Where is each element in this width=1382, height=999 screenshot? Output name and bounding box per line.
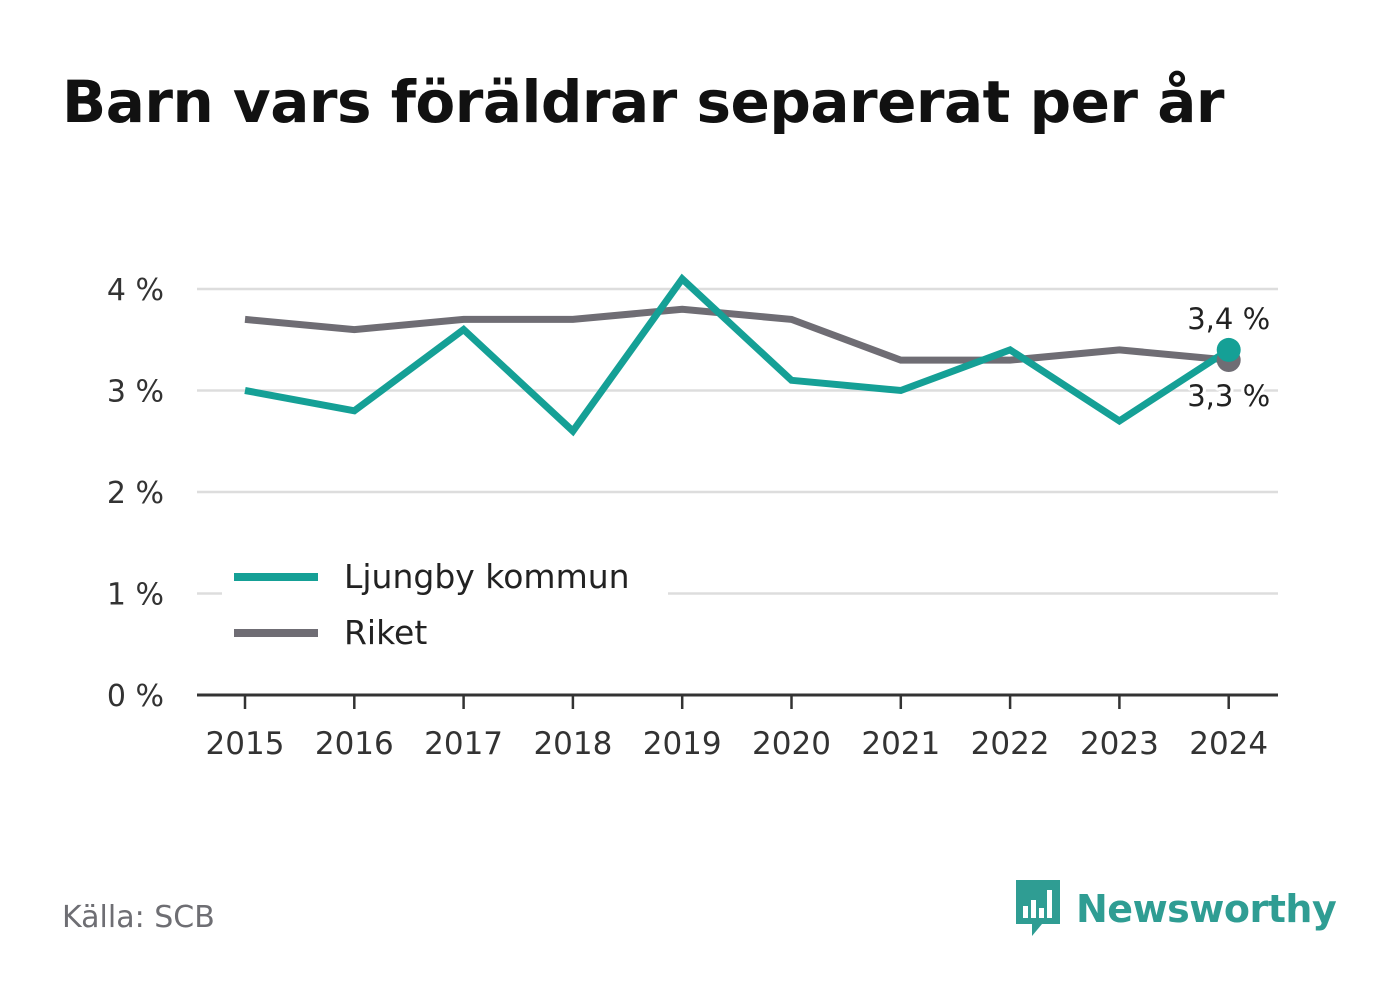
legend-background xyxy=(222,548,668,660)
y-tick-label: 1 % xyxy=(107,578,164,613)
source-text: Källa: SCB xyxy=(62,900,215,935)
x-tick-label: 2021 xyxy=(861,726,940,762)
x-axis: 2015 2016 2017 2018 2019 2020 2021 2022 2023 2024 xyxy=(197,693,1278,762)
series-lines xyxy=(244,273,1241,437)
x-tick-label: 2016 xyxy=(315,726,394,762)
legend: Ljungby kommun Riket xyxy=(222,548,668,660)
x-tick-label: 2022 xyxy=(971,726,1050,762)
end-point-marker xyxy=(1216,337,1241,362)
chart-title: Barn vars föräldrar separerat per år xyxy=(62,68,1224,136)
legend-label: Riket xyxy=(344,613,427,652)
x-tick-label: 2018 xyxy=(533,726,612,762)
x-tick-label: 2024 xyxy=(1189,726,1268,762)
y-tick-label: 0 % xyxy=(107,679,164,714)
x-tick-label: 2019 xyxy=(643,726,722,762)
newsworthy-logo-icon xyxy=(1016,880,1060,936)
y-tick-label: 4 % xyxy=(107,273,164,308)
series-line xyxy=(244,305,1230,364)
x-tick-label: 2015 xyxy=(206,726,285,762)
x-tick-label: 2020 xyxy=(752,726,831,762)
brand-name: Newsworthy xyxy=(1076,887,1337,931)
y-tick-label: 2 % xyxy=(107,476,164,511)
series-line xyxy=(244,273,1231,437)
data-label: 3,4 % xyxy=(1187,302,1270,336)
brand-logo[interactable]: Newsworthy xyxy=(1012,878,1337,940)
x-tick-label: 2023 xyxy=(1080,726,1159,762)
y-tick-label: 3 % xyxy=(107,375,164,410)
data-labels: 3,4 % 3,3 % xyxy=(1184,299,1273,416)
grid-lines: 0 % 1 % 2 % 3 % 4 % xyxy=(107,273,1278,714)
x-tick-label: 2017 xyxy=(424,726,503,762)
legend-label: Ljungby kommun xyxy=(344,557,630,596)
data-label: 3,3 % xyxy=(1187,379,1270,413)
